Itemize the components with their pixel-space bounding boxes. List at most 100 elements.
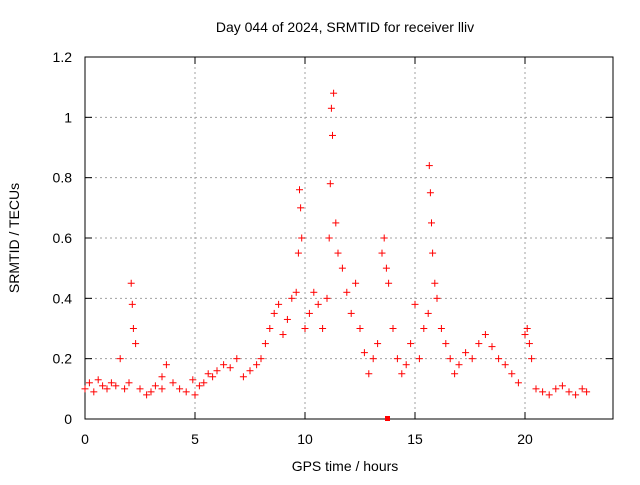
- x-tick-label: 20: [517, 431, 533, 447]
- y-tick-label: 0.2: [53, 351, 73, 367]
- data-point: [90, 388, 98, 396]
- data-point: [481, 331, 489, 339]
- data-point: [514, 379, 522, 387]
- ticks: 0 0.2 0.4 0.6 0.8 1 1.2 0 5 10 15 20: [53, 49, 613, 447]
- data-point: [385, 416, 390, 421]
- data-point: [468, 355, 476, 363]
- data-point: [253, 361, 261, 369]
- data-point: [488, 343, 496, 351]
- data-point: [226, 364, 234, 372]
- data-point: [176, 385, 184, 393]
- data-point: [326, 180, 334, 188]
- data-point: [292, 288, 300, 296]
- data-point: [319, 325, 327, 332]
- data-point: [288, 294, 296, 302]
- data-point: [182, 388, 190, 396]
- data-point: [425, 162, 433, 170]
- data-point: [332, 219, 340, 227]
- data-point: [429, 249, 437, 257]
- data-point: [189, 376, 197, 384]
- data-point: [365, 370, 373, 378]
- data-point: [191, 391, 199, 399]
- data-point: [296, 186, 303, 194]
- data-point: [369, 355, 377, 363]
- data-point: [565, 388, 573, 396]
- data-point: [552, 385, 560, 393]
- y-tick-label: 1: [64, 109, 72, 125]
- x-tick-label: 5: [191, 431, 199, 447]
- data-point: [220, 361, 228, 369]
- data-point: [578, 385, 586, 393]
- data-point: [279, 331, 287, 339]
- data-point: [107, 379, 115, 387]
- data-point: [162, 361, 170, 369]
- data-point: [143, 391, 151, 399]
- data-point: [475, 340, 483, 348]
- data-point: [523, 325, 531, 332]
- data-point: [85, 379, 93, 387]
- data-point: [297, 204, 305, 212]
- y-tick-label: 0: [64, 411, 72, 427]
- data-point: [462, 349, 470, 357]
- data-point: [495, 355, 503, 363]
- y-tick-label: 0.6: [53, 230, 73, 246]
- data-point: [121, 385, 129, 393]
- data-point: [125, 379, 133, 387]
- data-point: [352, 279, 360, 287]
- data-point: [323, 294, 331, 302]
- data-point: [301, 325, 309, 332]
- data-point: [200, 379, 208, 387]
- x-tick-label: 0: [81, 431, 89, 447]
- data-point: [158, 385, 166, 393]
- data-point: [539, 388, 547, 396]
- data-point: [128, 300, 136, 308]
- data-point: [343, 288, 351, 296]
- data-point: [407, 340, 415, 348]
- data-point: [116, 355, 124, 363]
- data-point: [398, 370, 406, 378]
- data-point: [275, 300, 283, 308]
- data-point: [81, 385, 89, 393]
- data-point: [437, 325, 445, 332]
- data-point: [94, 376, 102, 384]
- data-point: [305, 309, 313, 317]
- data-point: [314, 300, 322, 308]
- y-axis-label: SRMTID / TECUs: [6, 183, 22, 293]
- data-point: [374, 340, 382, 348]
- data-point: [424, 309, 432, 317]
- data-point: [521, 331, 529, 339]
- data-point: [158, 373, 166, 381]
- data-point: [446, 355, 454, 363]
- data-point: [558, 382, 566, 390]
- data-point: [433, 294, 441, 302]
- data-point: [204, 370, 212, 378]
- data-point: [532, 385, 540, 393]
- data-point: [385, 279, 393, 287]
- data-point: [360, 349, 368, 357]
- data-point: [151, 382, 159, 390]
- data-point: [270, 309, 278, 317]
- data-point: [389, 325, 397, 332]
- data-point: [310, 288, 318, 296]
- data-point: [451, 370, 459, 378]
- data-point: [431, 279, 439, 287]
- data-point: [147, 388, 155, 396]
- data-point: [411, 300, 419, 308]
- data-point: [239, 373, 247, 381]
- data-point: [266, 325, 274, 332]
- x-tick-label: 15: [407, 431, 423, 447]
- data-point: [136, 385, 144, 393]
- data-point: [420, 325, 428, 332]
- data-point: [356, 325, 364, 332]
- data-point: [347, 309, 355, 317]
- data-point: [528, 355, 536, 363]
- data-point: [327, 104, 335, 112]
- data-point: [393, 355, 401, 363]
- data-point: [246, 367, 254, 375]
- data-points: [81, 89, 591, 421]
- data-point: [508, 370, 516, 378]
- data-point: [103, 385, 111, 393]
- data-point: [233, 355, 241, 363]
- data-point: [169, 379, 177, 387]
- data-point: [572, 391, 580, 399]
